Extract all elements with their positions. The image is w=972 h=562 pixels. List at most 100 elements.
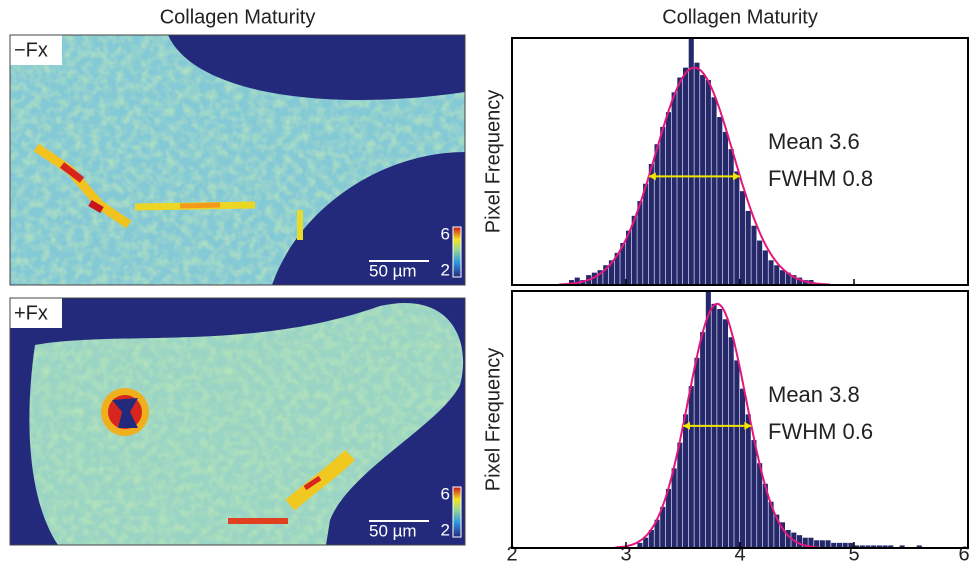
- bar: [745, 414, 751, 548]
- bar: [791, 275, 797, 285]
- bar: [654, 144, 660, 285]
- bar: [797, 535, 803, 548]
- colorbar: [452, 226, 462, 278]
- bar: [859, 545, 865, 548]
- heatmap-image: [10, 298, 465, 545]
- bar: [591, 272, 597, 285]
- fit-curve: [615, 302, 819, 549]
- axes-frame: [511, 290, 969, 549]
- bar: [768, 260, 774, 285]
- bar: [694, 357, 700, 548]
- bar: [728, 149, 734, 285]
- bar: [665, 112, 671, 285]
- image-frame: [9, 34, 466, 286]
- panel-label-box: [10, 35, 62, 65]
- bar: [757, 463, 763, 548]
- bar: [779, 522, 785, 548]
- x-tick-label: 3: [620, 543, 631, 562]
- bar: [882, 545, 888, 548]
- bar: [700, 332, 706, 548]
- bar: [569, 280, 575, 285]
- bar: [734, 171, 740, 285]
- bar: [814, 540, 820, 548]
- colorbar-tick-label: 2: [441, 260, 450, 279]
- image-frame: [9, 297, 466, 546]
- bar: [677, 77, 683, 286]
- panel-label: +Fx: [14, 302, 48, 324]
- bar: [728, 337, 734, 548]
- colorbar: [452, 486, 462, 538]
- bar: [876, 545, 882, 548]
- bar: [637, 542, 643, 548]
- bar: [574, 277, 580, 285]
- bar: [603, 265, 609, 285]
- bar: [660, 126, 666, 285]
- bar: [626, 230, 632, 285]
- annotation-value: 0.8: [843, 166, 874, 191]
- bar: [671, 468, 677, 548]
- bar: [762, 250, 768, 285]
- bar: [831, 542, 837, 548]
- bar: [745, 210, 751, 285]
- panel-label-box: [10, 298, 62, 328]
- bar: [825, 540, 831, 548]
- bar: [751, 225, 757, 285]
- bar: [916, 545, 922, 548]
- bar: [648, 530, 654, 548]
- bar: [705, 291, 711, 548]
- bar: [842, 542, 848, 548]
- bar: [734, 360, 740, 548]
- panel-title: Collagen Maturity: [662, 6, 818, 28]
- bar: [665, 488, 671, 548]
- bar: [785, 272, 791, 285]
- bar: [888, 545, 894, 548]
- bar: [836, 542, 842, 548]
- bar: [688, 38, 694, 285]
- y-axis-label: Pixel Frequency: [482, 348, 504, 491]
- bar: [717, 117, 723, 285]
- bar: [802, 280, 808, 285]
- bar: [774, 265, 780, 285]
- bar: [648, 163, 654, 285]
- bar: [643, 537, 649, 548]
- bar: [694, 62, 700, 286]
- fwhm-arrowhead: [683, 421, 752, 430]
- bar: [819, 540, 825, 548]
- scalebar-label: 50 µm: [369, 521, 417, 540]
- bar: [608, 260, 614, 285]
- bar: [700, 75, 706, 285]
- colorbar-tick-label: 2: [441, 520, 450, 539]
- bar: [631, 215, 637, 285]
- bar: [802, 537, 808, 548]
- panel-label: −Fx: [14, 39, 48, 61]
- bar: [597, 270, 603, 285]
- bar: [614, 252, 620, 285]
- bar: [899, 545, 905, 548]
- bar: [711, 97, 717, 285]
- bar: [768, 501, 774, 548]
- x-tick-label: 5: [848, 543, 859, 562]
- panel-title: Collagen Maturity: [160, 6, 316, 28]
- bar: [620, 243, 626, 285]
- annotation: FWHM 0.6: [768, 419, 873, 444]
- annotation-value: 3.6: [829, 129, 860, 154]
- scalebar-label: 50 µm: [369, 261, 417, 280]
- colorbar-tick-label: 6: [441, 484, 450, 503]
- bar: [762, 483, 768, 548]
- axes-frame: [511, 37, 969, 286]
- bar: [643, 183, 649, 285]
- x-tick-label: 6: [958, 543, 969, 562]
- bar: [854, 545, 860, 548]
- bar: [865, 545, 871, 548]
- bar: [740, 388, 746, 548]
- colorbar-tick-label: 6: [441, 224, 450, 243]
- bar: [722, 131, 728, 285]
- bar: [637, 201, 643, 285]
- annotation: Mean 3.8: [768, 382, 860, 407]
- bar: [688, 386, 694, 548]
- y-axis-label: Pixel Frequency: [482, 90, 504, 233]
- bar: [654, 519, 660, 548]
- bar: [671, 92, 677, 285]
